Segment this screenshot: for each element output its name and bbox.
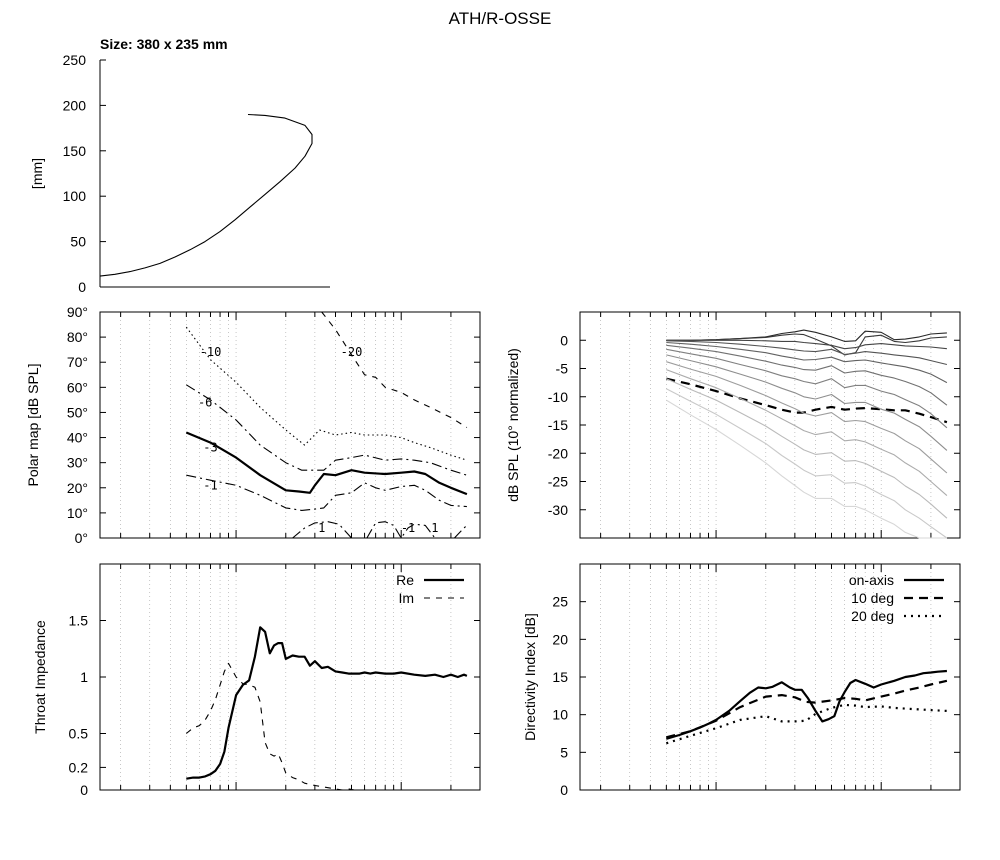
spl-angle-curve [666, 348, 948, 429]
y-tick-label: 25 [552, 594, 568, 610]
y-tick-label: 0 [80, 782, 88, 798]
di-on-axis-line [665, 669, 947, 740]
y-tick-label: 0° [75, 530, 88, 546]
y-tick-label: 250 [63, 52, 87, 68]
contour-label: 1 [318, 521, 325, 535]
y-tick-label: 200 [63, 97, 87, 113]
y-axis-label: Throat Impedance [32, 620, 48, 734]
contour-label: -1 [203, 478, 217, 492]
y-tick-label: 60° [67, 379, 88, 395]
panel-profile: 0 50 100 150 200 250 [mm] [29, 52, 330, 295]
plot-frame [99, 563, 481, 791]
panel-normalized-spl: 0 -5 -10 -15 -20 -25 -30 dB SPL (10° normalized… [505, 311, 961, 539]
y-tick-label: 100 [63, 188, 87, 204]
y-tick-label: 30° [67, 455, 88, 471]
y-tick-label: -10 [548, 389, 568, 405]
y-tick-label: -25 [548, 474, 568, 490]
contour-label: -3 [203, 441, 217, 455]
panel-polar-map: 0° 10° 20° 30° 40° 50° 60° 70° 80° 90° Polar map [… [25, 304, 481, 546]
spl-angle-curve [666, 341, 948, 384]
spl-angle-curve [666, 399, 947, 539]
contour-label: -20 [341, 345, 363, 359]
y-tick-label: -5 [556, 361, 569, 377]
y-tick-label: 15 [552, 669, 568, 685]
y-axis-label: [mm] [29, 158, 45, 189]
legend-label: Re [396, 572, 414, 588]
contour-label: -1 [401, 521, 415, 535]
contour-line [186, 384, 468, 476]
y-tick-label: 5 [560, 744, 568, 760]
contour-label: -10 [200, 345, 222, 359]
spl-angle-curve [666, 339, 947, 350]
y-tick-label: -30 [548, 502, 568, 518]
spl-angle-curve [666, 378, 948, 519]
contour-line [185, 431, 468, 496]
y-axis-label: Polar map [dB SPL] [25, 364, 41, 487]
di-10-deg-line [666, 679, 948, 739]
legend-label: 20 deg [851, 608, 894, 624]
y-tick-label: 50° [67, 404, 88, 420]
impedance-re-line [186, 626, 468, 780]
y-axis-label: dB SPL (10° normalized) [505, 348, 521, 502]
y-tick-label: 10 [552, 707, 568, 723]
contour-line [454, 524, 468, 539]
y-tick-label: 10° [67, 505, 88, 521]
di-20-deg-line [665, 703, 947, 745]
profile-curve [99, 113, 313, 277]
spl-angle-curve [666, 344, 948, 406]
spl-angle-curve [666, 388, 948, 539]
chart-title: ATH/R-OSSE [449, 9, 552, 28]
y-tick-label: 80° [67, 329, 88, 345]
spl-angle-curve [666, 340, 948, 366]
y-tick-label: 1.5 [69, 613, 89, 629]
y-tick-label: 0 [78, 279, 86, 295]
y-tick-label: -15 [548, 417, 568, 433]
contour-label: -6 [198, 395, 212, 409]
spl-angle-curve [666, 333, 947, 356]
contour-label: 1 [431, 521, 438, 535]
y-tick-label: 20 [552, 631, 568, 647]
y-tick-label: 20° [67, 480, 88, 496]
spl-angle-curve [666, 369, 948, 497]
plot-frame [99, 311, 481, 539]
y-tick-label: 70° [67, 354, 88, 370]
y-tick-label: -20 [548, 445, 568, 461]
legend-label: on-axis [849, 572, 894, 588]
panel-directivity-index: 0 5 10 15 20 25 Directivity Index [dB] on-axis 1… [522, 563, 961, 798]
y-tick-label: 0.2 [69, 759, 89, 775]
legend-label: Im [398, 590, 414, 606]
impedance-im-line [185, 662, 467, 791]
spl-angle-curve [666, 354, 948, 451]
profile-subtitle: Size: 380 x 235 mm [100, 36, 228, 52]
spl-angle-curve [666, 361, 948, 474]
y-tick-label: 0 [560, 332, 568, 348]
y-tick-label: 50 [70, 234, 86, 250]
y-tick-label: 90° [67, 304, 88, 320]
contour-line [366, 521, 436, 539]
contour-line [292, 521, 352, 539]
y-tick-label: 0 [560, 782, 568, 798]
y-tick-label: 1 [80, 669, 88, 685]
contour-line [321, 311, 468, 428]
legend-label: 10 deg [851, 590, 894, 606]
y-tick-label: 40° [67, 430, 88, 446]
panel-throat-impedance: 0 0.2 0.5 1 1.5 Throat Impedance Re Im [32, 563, 481, 798]
y-axis-label: Directivity Index [dB] [522, 613, 538, 741]
y-tick-label: 0.5 [69, 726, 89, 742]
plots-layer: 050100150200250[mm]0°10°20°30°40°50°60°7… [25, 52, 961, 798]
y-tick-label: 150 [63, 143, 87, 159]
